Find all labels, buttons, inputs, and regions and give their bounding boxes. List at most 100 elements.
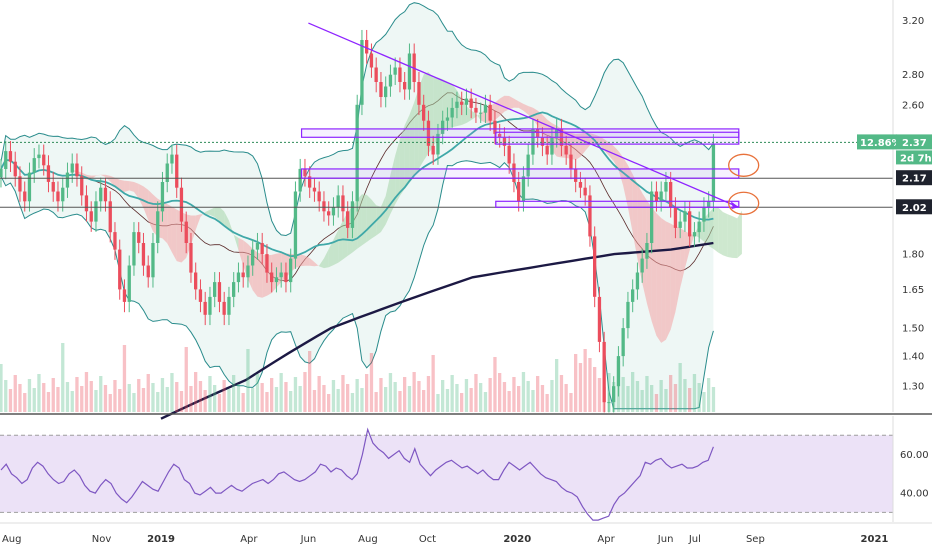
price-panel[interactable] [0,2,893,420]
candle[interactable] [474,107,478,113]
candle[interactable] [336,195,340,208]
candle[interactable] [583,187,587,196]
candle[interactable] [711,144,716,202]
candle[interactable] [692,232,697,237]
candle[interactable] [70,163,74,173]
candle[interactable] [621,328,625,357]
candle[interactable] [42,154,46,166]
candle[interactable] [455,101,459,108]
candle[interactable] [417,82,421,105]
candle[interactable] [688,211,692,237]
candle[interactable] [384,86,388,98]
candle[interactable] [445,117,450,121]
candle[interactable] [308,176,312,188]
candle[interactable] [673,207,678,228]
candle[interactable] [203,301,207,315]
candle[interactable] [160,182,165,212]
candle[interactable] [232,282,236,297]
candle[interactable] [122,289,127,302]
candle[interactable] [99,187,103,202]
candle[interactable] [293,191,298,259]
candle[interactable] [388,74,393,87]
resistance-box[interactable] [495,131,740,145]
candle[interactable] [631,289,635,302]
candle[interactable] [550,137,554,155]
candle[interactable] [654,191,659,202]
candle[interactable] [640,258,644,273]
candle[interactable] [521,176,526,202]
candle[interactable] [512,163,516,183]
candle[interactable] [75,163,79,177]
candle[interactable] [545,145,549,155]
candle[interactable] [141,243,146,266]
candle[interactable] [341,195,345,212]
candle[interactable] [564,145,568,155]
candle[interactable] [360,40,364,105]
candle[interactable] [127,265,131,302]
candle[interactable] [507,145,511,164]
candle[interactable] [616,356,621,387]
candle[interactable] [137,232,141,243]
candle[interactable] [555,128,559,138]
candle[interactable] [574,168,578,182]
candle[interactable] [56,191,60,202]
candle[interactable] [322,201,326,212]
candle[interactable] [612,386,616,403]
candle[interactable] [331,207,336,216]
candle[interactable] [255,243,260,250]
candle[interactable] [94,201,98,222]
candle[interactable] [222,301,226,315]
candle[interactable] [540,137,545,146]
candle[interactable] [27,172,32,202]
candle[interactable] [369,53,374,68]
candle[interactable] [436,133,440,155]
resistance-box[interactable] [300,168,740,179]
candle[interactable] [251,249,255,266]
candle[interactable] [502,137,507,146]
candle[interactable] [659,191,663,202]
candle[interactable] [146,265,150,278]
candle[interactable] [227,296,231,315]
candle[interactable] [151,243,155,278]
candle[interactable] [517,182,521,202]
candle[interactable] [697,221,701,233]
candle[interactable] [0,168,3,178]
candle[interactable] [488,104,492,121]
candle[interactable] [260,243,264,255]
candle[interactable] [588,195,592,237]
candle[interactable] [602,341,606,403]
candle[interactable] [113,232,117,250]
candle[interactable] [350,201,355,228]
candle[interactable] [312,187,317,192]
candle[interactable] [236,272,241,283]
candle[interactable] [355,104,359,202]
candle[interactable] [8,151,13,162]
candle[interactable] [669,182,673,208]
candle[interactable] [469,98,473,108]
candle[interactable] [526,154,530,177]
candle[interactable] [450,107,454,118]
candle[interactable] [569,154,573,169]
rsi-panel[interactable] [0,427,893,521]
candle[interactable] [626,301,630,329]
candle[interactable] [108,201,112,233]
candle[interactable] [61,187,65,202]
candle[interactable] [365,40,369,54]
candle[interactable] [664,182,668,192]
candle[interactable] [483,104,488,113]
candle[interactable] [4,151,8,169]
candle[interactable] [479,112,483,114]
candle[interactable] [536,128,540,138]
candle[interactable] [179,187,184,222]
candle[interactable] [189,243,193,273]
candle[interactable] [607,402,611,404]
candle[interactable] [346,211,350,228]
candle[interactable] [597,296,602,342]
candle[interactable] [303,168,307,177]
candle[interactable] [84,195,89,212]
candle[interactable] [46,165,51,182]
candle[interactable] [464,98,469,105]
candle[interactable] [18,176,22,192]
candle[interactable] [241,272,245,278]
candle[interactable] [289,258,293,283]
